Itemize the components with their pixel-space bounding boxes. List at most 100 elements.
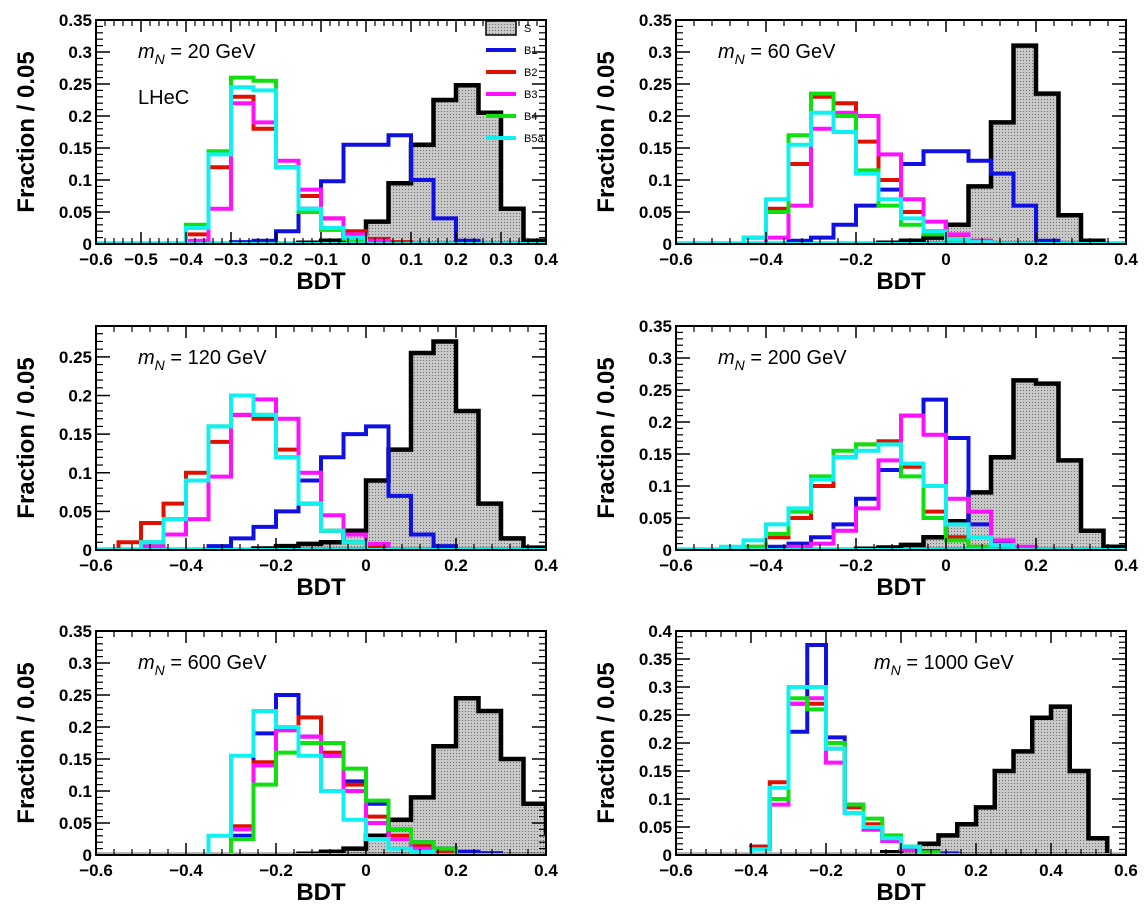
x-tick-label: −0.4	[169, 861, 203, 880]
y-tick-label: 0.2	[648, 734, 672, 753]
series-S-fill	[253, 341, 546, 550]
legend-item-B3: B3	[486, 89, 537, 101]
series-B1-line	[764, 397, 1016, 550]
y-tick-label: 0.25	[639, 706, 672, 725]
x-tick-label: −0.2	[259, 250, 293, 269]
x-axis-title: BDT	[876, 268, 926, 295]
series-B1-line	[229, 133, 481, 244]
x-tick-label: −0.4	[169, 556, 203, 575]
x-tick-label: 0.4	[534, 861, 558, 880]
y-tick-label: 0.4	[648, 622, 672, 641]
x-tick-label: 0.6	[1114, 861, 1138, 880]
x-tick-label: 0.2	[444, 556, 468, 575]
y-tick-label: 0.15	[639, 139, 672, 158]
x-tick-label: −0.4	[749, 250, 783, 269]
x-tick-label: −0.6	[79, 250, 113, 269]
x-tick-label: −0.2	[839, 556, 873, 575]
y-tick-label: 0.05	[59, 814, 92, 833]
series-B3-line	[229, 728, 436, 855]
y-tick-label: 0.05	[59, 502, 92, 521]
y-tick-label: 0.25	[639, 381, 672, 400]
plot-area	[96, 75, 546, 244]
x-tick-label: 0	[941, 250, 950, 269]
panel-1: −0.6 −0.5 −0.4 −0.3 −0.2 −0.1 0 0.1 0.2 0.3 0.4 0 0.…	[13, 11, 558, 295]
x-tick-label: −0.2	[809, 861, 843, 880]
y-tick-label: 0.25	[59, 75, 92, 94]
panel-5: −0.6 −0.4 −0.2 0 0.2 0.4 0 0.05 0.1 0.15 0.2 0.25 0.…	[13, 622, 558, 906]
panels: −0.6 −0.5 −0.4 −0.3 −0.2 −0.1 0 0.1 0.2 0.3 0.4 0 0.…	[13, 11, 1138, 906]
x-tick-label: 0.2	[444, 250, 468, 269]
x-axis-title: BDT	[296, 268, 346, 295]
x-axis-title: BDT	[876, 574, 926, 601]
x-tick-label: −0.4	[749, 556, 783, 575]
y-tick-label: 0.1	[648, 477, 672, 496]
mass-annotation: mN = 20 GeV	[138, 41, 256, 67]
plot-area	[96, 339, 546, 550]
y-axis-title: Fraction / 0.05	[593, 662, 620, 823]
legend: S B1 B2 B3 B4 B5a	[485, 20, 544, 145]
legend-label: B4	[524, 111, 537, 123]
x-tick-label: −0.3	[214, 250, 248, 269]
y-tick-label: 0	[83, 541, 92, 560]
y-tick-label: 0	[663, 541, 672, 560]
x-tick-label: −0.1	[304, 250, 338, 269]
y-tick-label: 0.25	[639, 75, 672, 94]
legend-item-S: S	[485, 20, 531, 36]
x-tick-label: 0.4	[534, 556, 558, 575]
series-S-line	[853, 378, 1126, 550]
series-S-fill	[298, 698, 546, 855]
experiment-label: LHeC	[138, 87, 189, 109]
x-tick-label: 0.3	[489, 250, 513, 269]
y-tick-label: 0.15	[59, 750, 92, 769]
series-S-line	[296, 695, 546, 855]
series-B5a-line	[184, 85, 368, 244]
y-tick-label: 0	[83, 235, 92, 254]
series-B5a-line	[719, 442, 1016, 550]
y-tick-label: 0	[663, 235, 672, 254]
series-S-line	[296, 83, 546, 244]
y-tick-label: 0.3	[68, 43, 92, 62]
x-tick-label: 0	[941, 556, 950, 575]
y-tick-label: 0.2	[648, 413, 672, 432]
y-tick-label: 0.1	[648, 171, 672, 190]
y-tick-label: 0	[83, 846, 92, 865]
y-tick-label: 0.35	[639, 11, 672, 30]
plot-area	[676, 43, 1126, 244]
y-tick-label: 0.3	[68, 654, 92, 673]
x-tick-label: 0	[361, 556, 370, 575]
mass-annotation: mN = 200 GeV	[718, 347, 847, 373]
series-B4-line	[229, 741, 458, 855]
series-S-line	[876, 43, 1106, 244]
legend-label: B5a	[524, 133, 544, 145]
y-tick-label: 0.35	[59, 11, 92, 30]
x-tick-label: −0.6	[659, 861, 693, 880]
series-S-line	[251, 339, 546, 550]
panel-6: −0.6 −0.4 −0.2 0 0.2 0.4 0.6 0 0.05 0.1 0.15 0.2 0.2…	[593, 622, 1138, 906]
series-B3-line	[764, 110, 993, 244]
series-B1-line	[206, 424, 458, 550]
series-B1-line	[749, 643, 960, 855]
legend-label: B1	[524, 45, 537, 57]
mass-annotation: mN = 1000 GeV	[874, 652, 1014, 678]
y-tick-label: 0.15	[639, 445, 672, 464]
y-tick-label: 0.3	[648, 678, 672, 697]
series-B5a-line	[749, 685, 922, 855]
x-tick-label: −0.6	[659, 250, 693, 269]
y-axis-title: Fraction / 0.05	[593, 51, 620, 212]
y-tick-label: 0.1	[68, 171, 92, 190]
y-tick-label: 0.3	[648, 349, 672, 368]
x-tick-label: 0.4	[534, 250, 558, 269]
y-tick-label: 0.25	[59, 686, 92, 705]
legend-swatch	[485, 20, 517, 36]
y-tick-label: 0.2	[68, 387, 92, 406]
legend-item-B4: B4	[486, 111, 537, 123]
x-tick-label: −0.6	[79, 861, 113, 880]
y-tick-label: 0.15	[59, 425, 92, 444]
y-tick-label: 0.25	[59, 348, 92, 367]
x-tick-label: 0	[361, 861, 370, 880]
y-tick-label: 0.05	[639, 818, 672, 837]
y-tick-label: 0.1	[68, 464, 92, 483]
series-B5a-line	[139, 393, 368, 550]
mass-annotation: mN = 600 GeV	[138, 652, 267, 678]
